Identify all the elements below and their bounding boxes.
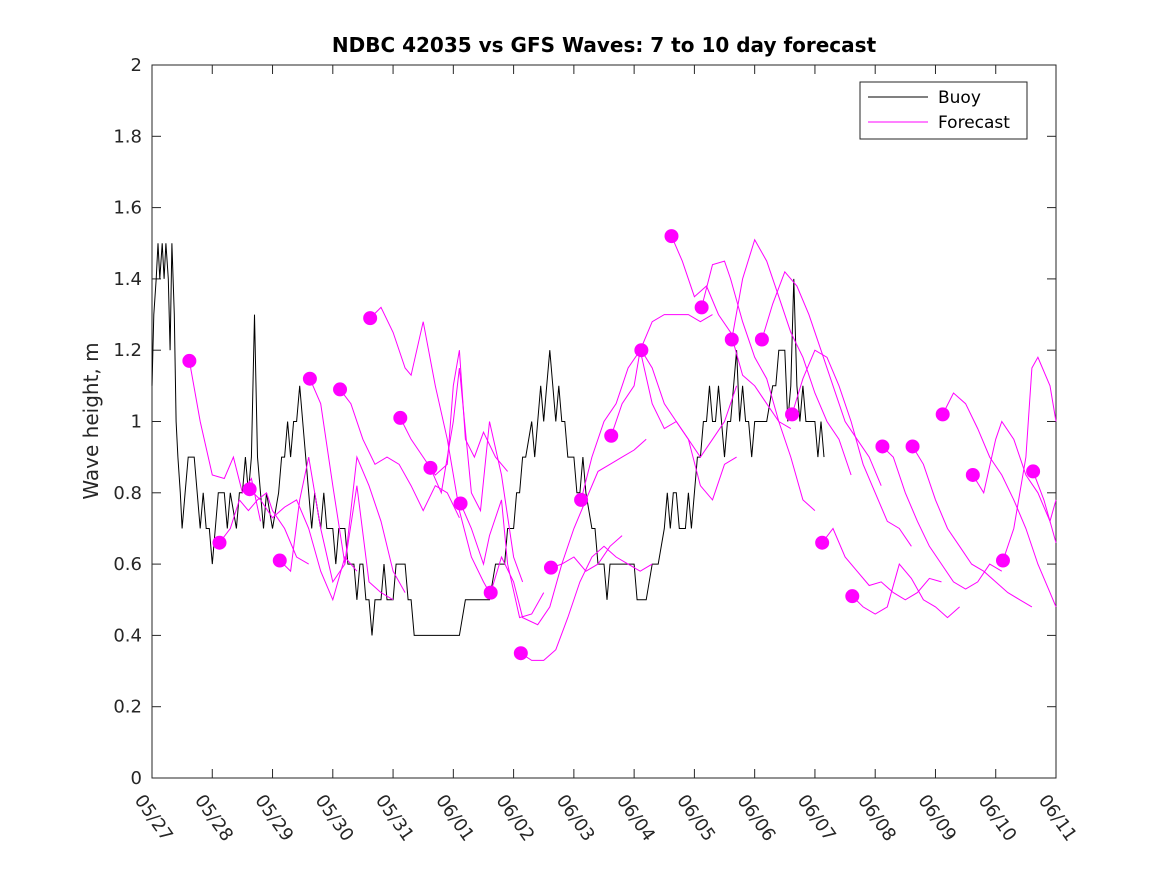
y-tick-label: 0.8	[113, 483, 142, 504]
forecast-line	[309, 378, 406, 593]
chart-title: NDBC 42035 vs GFS Waves: 7 to 10 day for…	[332, 33, 877, 57]
forecast-line	[490, 535, 623, 626]
forecast-line	[610, 350, 738, 458]
forecast-line	[821, 527, 942, 601]
forecast-start-marker	[302, 371, 317, 386]
forecast-start-marker	[393, 410, 408, 425]
forecast-start-marker	[724, 332, 739, 347]
forecast-start-marker	[363, 311, 378, 326]
forecast-line	[640, 349, 737, 501]
forecast-start-marker	[815, 535, 830, 550]
buoy-line	[151, 243, 825, 636]
forecast-start-marker	[965, 467, 980, 482]
forecast-line	[399, 350, 508, 476]
y-axis-label: Wave height, m	[79, 342, 103, 499]
forecast-line	[1002, 356, 1057, 561]
forecast-line	[550, 438, 647, 569]
forecast-line	[429, 367, 524, 583]
forecast-line	[851, 563, 960, 619]
forecast-line	[942, 392, 1057, 608]
forecast-line	[912, 446, 1033, 608]
forecast-start-marker	[875, 439, 890, 454]
forecast-start-marker	[694, 300, 709, 315]
forecast-line	[460, 499, 545, 619]
y-tick-label: 1.4	[113, 269, 142, 290]
forecast-line	[761, 270, 882, 486]
forecast-start-marker	[1026, 464, 1041, 479]
forecast-line	[882, 446, 1003, 590]
forecast-start-marker	[754, 332, 769, 347]
forecast-start-marker	[634, 343, 649, 358]
forecast-start-marker	[935, 407, 950, 422]
y-tick-label: 1	[131, 412, 142, 433]
legend-label-buoy: Buoy	[938, 88, 981, 108]
y-tick-label: 0.2	[113, 697, 142, 718]
forecast-line	[279, 456, 394, 601]
forecast-line	[520, 545, 653, 661]
y-tick-label: 1.6	[113, 198, 142, 219]
forecast-start-marker	[182, 353, 197, 368]
forecast-start-marker	[333, 382, 348, 397]
forecast-start-marker	[604, 428, 619, 443]
legend: Buoy Forecast	[859, 81, 1028, 140]
forecast-start-marker	[272, 553, 287, 568]
y-tick-label: 2	[131, 55, 142, 76]
forecast-start-marker	[574, 492, 589, 507]
y-tick-label: 0.4	[113, 625, 142, 646]
forecast-start-marker	[212, 535, 227, 550]
forecast-start-marker	[785, 407, 800, 422]
series-buoy	[151, 243, 825, 636]
forecast-start-marker	[995, 553, 1010, 568]
forecast-line	[731, 238, 852, 476]
forecast-start-marker	[513, 646, 528, 661]
forecast-start-marker	[453, 496, 468, 511]
forecast-line	[972, 420, 1057, 543]
y-tick-label: 0.6	[113, 554, 142, 575]
forecast-line	[580, 314, 713, 501]
forecast-line	[219, 491, 309, 565]
legend-label-forecast: Forecast	[938, 113, 1010, 133]
forecast-line	[701, 260, 816, 511]
forecast-line	[188, 360, 261, 522]
forecast-start-marker	[543, 560, 558, 575]
forecast-start-marker	[905, 439, 920, 454]
forecast-line	[671, 235, 792, 430]
legend-box	[859, 81, 1028, 140]
forecast-line	[1032, 471, 1057, 524]
forecast-start-marker	[242, 482, 257, 497]
forecast-start-marker	[664, 229, 679, 244]
forecast-line	[791, 349, 912, 547]
forecast-start-marker	[483, 585, 498, 600]
y-tick-label: 0	[131, 768, 142, 789]
y-tick-label: 1.2	[113, 340, 142, 361]
forecast-line	[249, 488, 358, 602]
forecast-line	[369, 306, 490, 593]
series-forecast	[182, 229, 1057, 661]
forecast-start-marker	[845, 589, 860, 604]
y-tick-label: 1.8	[113, 126, 142, 147]
y-axis: 0 0.2 0.4 0.6 0.8 1 1.2 1.4 1.6 1.8 2	[113, 55, 1056, 789]
forecast-start-marker	[423, 460, 438, 475]
